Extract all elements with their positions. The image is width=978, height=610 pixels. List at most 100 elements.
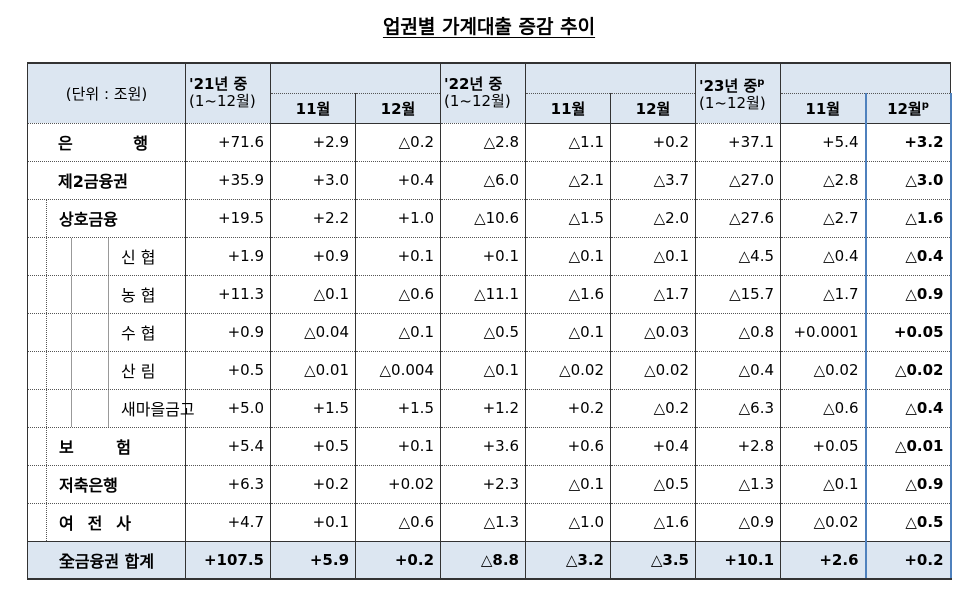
row-label-wrap: 보 험 xyxy=(46,427,185,465)
month-header: 12월 xyxy=(610,92,696,124)
row-label: 상호금융 xyxy=(59,210,118,229)
value-cell: +0.05 xyxy=(780,426,866,466)
value-cell: △2.1 xyxy=(525,160,611,200)
data-row: 은 행 +71.6 +2.9 △0.2 △2.8 △1.1 +0.2 +37.1 +5.4 +3.… xyxy=(27,122,952,162)
value-cell: △0.6 xyxy=(780,388,866,428)
row-label-wrap: 여 전 사 xyxy=(46,503,185,541)
value-cell: +0.2 xyxy=(270,464,356,504)
value-cell: △2.0 xyxy=(610,198,696,238)
period-cell: '22년 중 (1~12월) xyxy=(440,62,526,124)
value-cell: +1.0 xyxy=(355,198,441,238)
data-row: 상호금융 +19.5 +2.2 +1.0 △10.6 △1.5 △2.0 △27.6 △2.7 △… xyxy=(27,198,952,238)
value-cell: △27.6 xyxy=(695,198,781,238)
value-cell: △6.0 xyxy=(440,160,526,200)
value-cell: +0.5 xyxy=(185,350,271,390)
value-cell: +1.9 xyxy=(185,236,271,276)
data-row: 새마을금고 +5.0 +1.5 +1.5 +1.2 +0.2 △0.2 △6.3 △0.6 △0.… xyxy=(27,388,952,428)
row-label-wrap: 농 협 xyxy=(46,275,185,313)
data-row: 산 림 +0.5 △0.01 △0.004 △0.1 △0.02 △0.02 △0.4 △0.0… xyxy=(27,350,952,390)
value-cell: △6.3 xyxy=(695,388,781,428)
total-value: △3.2 xyxy=(525,540,611,580)
value-cell: +0.9 xyxy=(185,312,271,352)
month-label: 11월 xyxy=(550,99,586,118)
row-label-wrap: 산 림 xyxy=(46,351,185,389)
value-cell: △1.6 xyxy=(864,198,952,238)
value-cell: +2.3 xyxy=(440,464,526,504)
value-cell: +2.8 xyxy=(695,426,781,466)
value-cell: +1.5 xyxy=(355,388,441,428)
value-cell: △0.6 xyxy=(355,274,441,314)
period-label: '22년 중 xyxy=(444,75,503,94)
period-label: '23년 중p xyxy=(699,77,765,96)
month-header: 12월p xyxy=(864,92,952,124)
value-cell: △0.1 xyxy=(525,236,611,276)
table: (단위 : 조원) '21년 중 (1~12월) '22년 중 (1~12월) '23년 … xyxy=(27,62,952,580)
value-cell: △1.7 xyxy=(780,274,866,314)
period-range: (1~12월) xyxy=(699,94,766,113)
period-label: '21년 중 xyxy=(189,75,248,94)
value-cell: +0.1 xyxy=(270,502,356,542)
value-cell: +3.6 xyxy=(440,426,526,466)
value-cell: +0.1 xyxy=(440,236,526,276)
value-cell: △11.1 xyxy=(440,274,526,314)
row-label: 산 림 xyxy=(108,351,164,389)
value-cell: +5.4 xyxy=(780,122,866,162)
data-row: 제2금융권 +35.9 +3.0 +0.4 △6.0 △2.1 △3.7 △27.0 △2.8 △… xyxy=(27,160,952,200)
month-sup: p xyxy=(921,99,929,111)
period-range: (1~12월) xyxy=(189,92,256,111)
month-header: 11월 xyxy=(780,92,866,124)
row-label-cell: 신 협 xyxy=(27,236,186,276)
value-cell: △0.5 xyxy=(440,312,526,352)
row-label-cell: 산 림 xyxy=(27,350,186,390)
value-cell: △0.9 xyxy=(864,464,952,504)
total-label: 全금융권 합계 xyxy=(27,540,186,580)
indent: 농 협 xyxy=(71,275,164,313)
total-value: △3.5 xyxy=(610,540,696,580)
indent: 산 림 xyxy=(71,351,164,389)
row-label: 보 험 xyxy=(59,438,131,457)
value-cell: +1.5 xyxy=(270,388,356,428)
row-label: 새마을금고 xyxy=(108,389,195,427)
value-cell: +0.6 xyxy=(525,426,611,466)
value-cell: △27.0 xyxy=(695,160,781,200)
indent: 신 협 xyxy=(71,237,164,275)
row-label-wrap: 수 협 xyxy=(46,313,185,351)
total-value: +5.9 xyxy=(270,540,356,580)
value-cell: △15.7 xyxy=(695,274,781,314)
data-row: 수 협 +0.9 △0.04 △0.1 △0.5 △0.1 △0.03 △0.8 +0.0001… xyxy=(27,312,952,352)
value-cell: △0.5 xyxy=(610,464,696,504)
total-value: +0.2 xyxy=(864,540,952,580)
value-cell: △10.6 xyxy=(440,198,526,238)
period-cell: '23년 중p (1~12월) xyxy=(695,62,781,124)
period-range: (1~12월) xyxy=(444,92,511,111)
value-cell: +0.2 xyxy=(525,388,611,428)
value-cell: △0.2 xyxy=(355,122,441,162)
value-cell: +4.7 xyxy=(185,502,271,542)
value-cell: △0.1 xyxy=(610,236,696,276)
value-cell: △2.7 xyxy=(780,198,866,238)
value-cell: △0.02 xyxy=(610,350,696,390)
row-label-cell: 새마을금고 xyxy=(27,388,195,428)
value-cell: △3.0 xyxy=(864,160,952,200)
month-header: 11월 xyxy=(270,92,356,124)
value-cell: +0.0001 xyxy=(780,312,866,352)
value-cell: △0.004 xyxy=(355,350,441,390)
row-label: 제2금융권 xyxy=(58,172,129,191)
value-cell: △0.9 xyxy=(695,502,781,542)
month-header: 12월 xyxy=(355,92,441,124)
total-value: +2.6 xyxy=(780,540,866,580)
value-cell: +0.05 xyxy=(864,312,952,352)
value-cell: +37.1 xyxy=(695,122,781,162)
value-cell: +0.02 xyxy=(355,464,441,504)
data-row: 저축은행 +6.3 +0.2 +0.02 +2.3 △0.1 △0.5 △1.3 △0.1 △0.… xyxy=(27,464,952,504)
value-cell: △0.02 xyxy=(864,350,952,390)
row-label-wrap: 새마을금고 xyxy=(46,389,195,427)
value-cell: +6.3 xyxy=(185,464,271,504)
value-cell: △1.3 xyxy=(695,464,781,504)
value-cell: +2.2 xyxy=(270,198,356,238)
value-cell: △0.02 xyxy=(780,350,866,390)
header-blank xyxy=(270,62,441,94)
indent: 새마을금고 xyxy=(71,389,195,427)
header-row: (단위 : 조원) '21년 중 (1~12월) '22년 중 (1~12월) '23년 … xyxy=(27,62,951,124)
month-label: 11월 xyxy=(805,99,841,118)
